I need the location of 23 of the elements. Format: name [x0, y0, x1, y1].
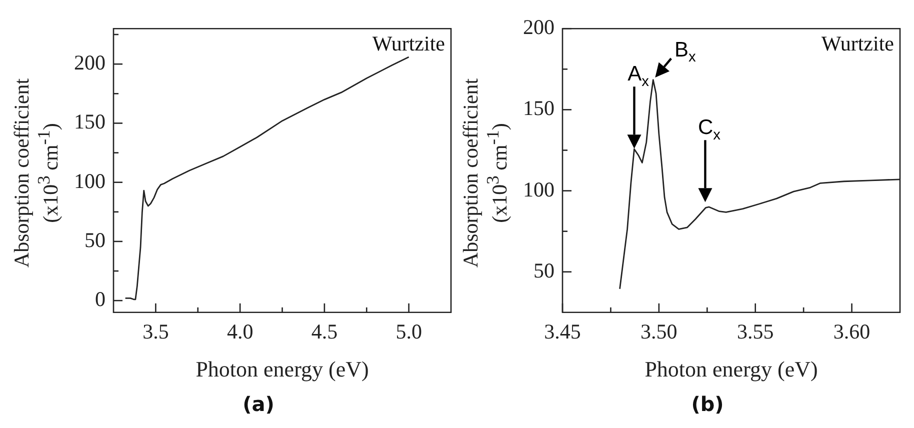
y-tick-label: 150 — [74, 110, 106, 134]
y-tick-label: 50 — [84, 228, 106, 252]
x-tick-label: 3.60 — [833, 320, 870, 344]
x-tick-label: 3.45 — [544, 320, 581, 344]
annotation: Wurtzite — [821, 32, 894, 56]
x-tick-label: 3.5 — [142, 320, 169, 344]
x-tick-label: 3.55 — [736, 320, 774, 344]
y-tick-label: 100 — [74, 168, 106, 193]
x-axis-title: Photon energy (eV) — [196, 356, 369, 382]
x-tick-label: 5.0 — [396, 320, 422, 344]
y-tick-label: 100 — [523, 177, 554, 202]
text: (a) — [242, 392, 274, 416]
y-tick-label: 0 — [95, 287, 106, 312]
x-tick-label: 4.5 — [311, 320, 338, 344]
x-tick-label: 4.0 — [226, 320, 254, 344]
annotation: Wurtzite — [372, 32, 445, 56]
y-tick-label: 150 — [523, 96, 554, 120]
text: (b) — [691, 392, 724, 416]
y-tick-label: 200 — [523, 15, 554, 40]
x-tick-label: 3.50 — [640, 320, 678, 344]
y-tick-label: 200 — [74, 50, 106, 75]
y-tick-label: 50 — [534, 258, 554, 282]
x-axis-title: Photon energy (eV) — [644, 356, 818, 382]
